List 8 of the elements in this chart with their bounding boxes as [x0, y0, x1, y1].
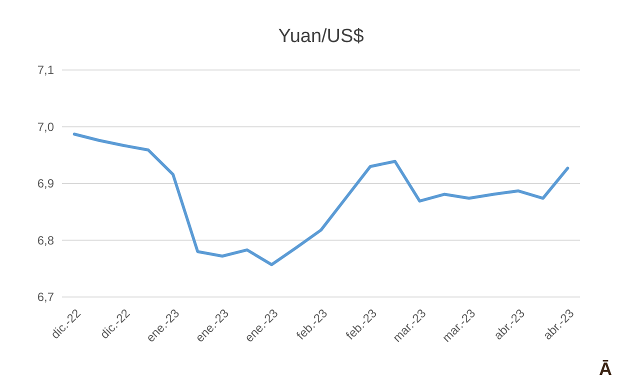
y-tick-label: 6,8 [37, 233, 54, 248]
y-tick-label: 7,0 [37, 120, 54, 134]
line-series [72, 132, 570, 266]
text: Ā [599, 359, 612, 379]
chart-title: Yuan/US$ [278, 26, 364, 47]
y-tick-label: 7,1 [37, 63, 54, 78]
y-tick-label: 6,7 [37, 290, 54, 304]
y-tick-label: 6,9 [37, 176, 54, 191]
